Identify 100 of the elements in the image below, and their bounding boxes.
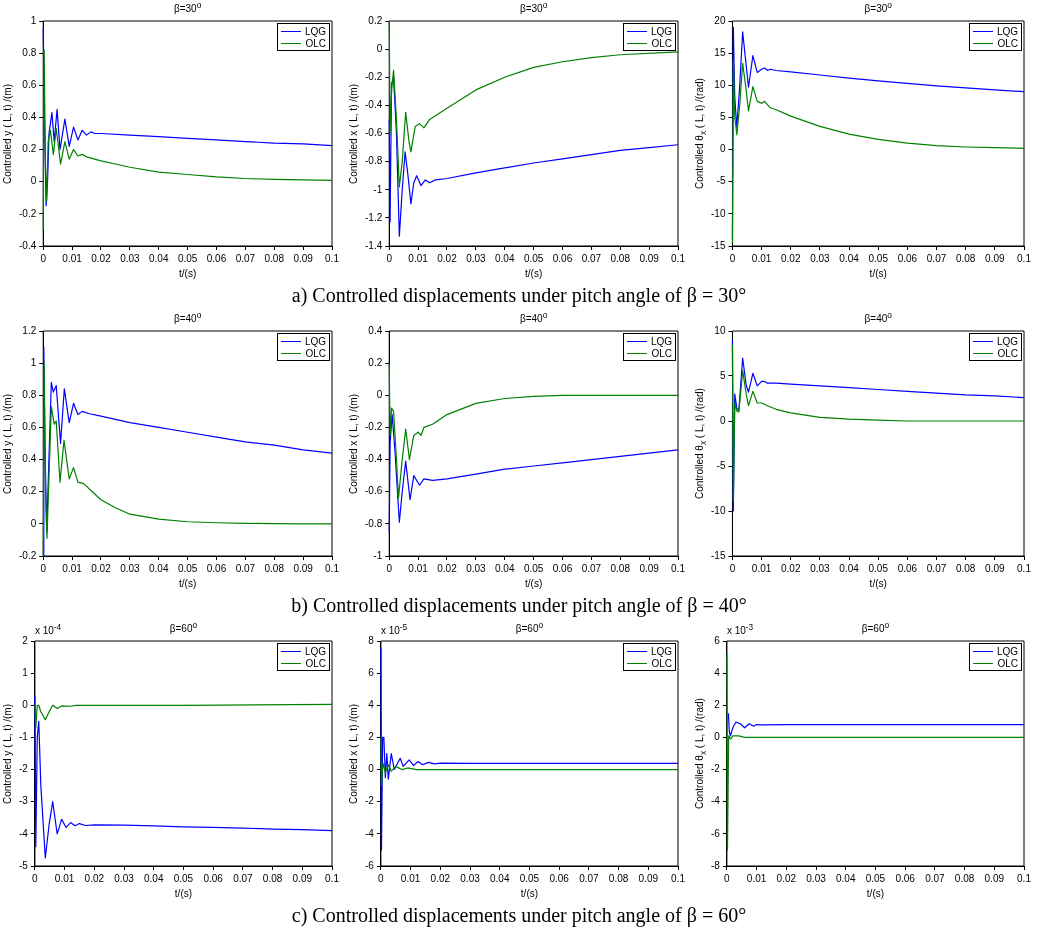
- x-tick-label: 0.03: [806, 872, 827, 884]
- legend-label: LQG: [650, 335, 672, 347]
- y-tick-label: -3: [18, 795, 29, 807]
- x-tick-label: 0: [729, 562, 736, 574]
- y-tick-label: -0.6: [365, 127, 383, 139]
- y-tick-label: -0.4: [365, 453, 383, 465]
- x-tick-label: 0.06: [897, 562, 918, 574]
- x-tick-label: 0.08: [610, 252, 631, 264]
- y-tick-label: 4: [368, 699, 375, 711]
- y-tick-label: -0.2: [365, 71, 383, 82]
- y-tick-label: -0.6: [365, 485, 383, 497]
- y-axis-title: Controlled y ( L, t) /(m): [2, 82, 13, 186]
- x-tick-label: 0.08: [608, 872, 629, 884]
- text: a) Controlled displacements under pitch angle of β = 30°: [290, 283, 748, 309]
- x-tick-label: 0.06: [206, 252, 227, 264]
- x-tick-label: 0.08: [264, 562, 285, 574]
- x-tick-label: 0.09: [985, 562, 1006, 574]
- legend-label: OLC: [997, 347, 1018, 359]
- x-tick-label: 0.04: [149, 252, 169, 264]
- x-axis-title: t/(s): [866, 888, 885, 899]
- x-tick-label: 0.04: [144, 872, 164, 884]
- legend-label: LQG: [304, 335, 326, 347]
- y-tick-label: 15: [714, 46, 726, 58]
- y-tick-label: 10: [714, 79, 726, 91]
- y-axis-title: Controlled x ( L, t) /(m): [348, 392, 359, 496]
- y-axis-title: Controlled y ( L, t) /(m): [2, 392, 13, 496]
- chart-title: β=30$^{o}$: [519, 0, 548, 15]
- text: b) Controlled displacements under pitch angle of β = 40°: [290, 593, 748, 619]
- y-tick-label: -0.8: [365, 155, 383, 167]
- chart-title: β=60$^{o}$: [515, 620, 544, 635]
- chart-title: β=40$^{o}$: [173, 310, 202, 325]
- y-tick-label: -4: [710, 795, 721, 807]
- x-tick-label: 0.01: [751, 562, 772, 574]
- legend-label: OLC: [997, 37, 1018, 49]
- x-tick-label: 0.01: [54, 872, 75, 884]
- x-tick-label: 0.01: [751, 252, 772, 264]
- y-axis-title: Controlled x ( L, t) /(m): [348, 702, 359, 806]
- y-tick-label: -5: [18, 859, 29, 871]
- x-tick-label: 0.05: [868, 562, 889, 574]
- x-tick-label: 0.06: [552, 562, 573, 574]
- x-tick-label: 0.04: [839, 562, 860, 574]
- x-tick-label: 0.05: [173, 872, 194, 884]
- y-tick-label: -1: [18, 731, 29, 743]
- y-tick-label: -1: [373, 549, 383, 561]
- y-tick-label: 1: [30, 14, 37, 26]
- legend-label: LQG: [996, 645, 1018, 657]
- legend-label: OLC: [997, 657, 1018, 669]
- x-tick-label: 0.04: [495, 252, 515, 264]
- x-tick-label: 0.08: [955, 562, 976, 574]
- y-tick-label: -2: [364, 795, 375, 807]
- y-tick-label: 4: [714, 666, 721, 678]
- x-tick-label: 0.09: [638, 872, 659, 884]
- x-tick-label: 0.1: [671, 562, 686, 574]
- x-tick-label: 0.09: [293, 562, 314, 574]
- legend-label: LQG: [304, 25, 326, 37]
- x-tick-label: 0.01: [400, 872, 421, 884]
- x-tick-label: 0: [386, 252, 393, 264]
- x-tick-label: 0.05: [868, 252, 889, 264]
- x-axis-title: t/(s): [179, 578, 197, 589]
- x-tick-label: 0: [386, 562, 393, 574]
- y-tick-label: 2: [22, 634, 29, 646]
- y-tick-label: 0: [376, 389, 383, 401]
- x-tick-label: 0.09: [293, 252, 314, 264]
- y-tick-label: 0.2: [368, 14, 383, 26]
- legend-label: LQG: [996, 335, 1018, 347]
- chart-title: β=40$^{o}$: [864, 310, 892, 325]
- x-tick-label: 0.1: [325, 252, 340, 264]
- y-tick-label: -10: [711, 504, 726, 516]
- x-tick-label: 0: [40, 562, 47, 574]
- x-axis-title: t/(s): [525, 268, 543, 279]
- y-tick-label: 0: [719, 414, 726, 426]
- y-tick-label: 0: [30, 175, 37, 187]
- x-tick-label: 0.06: [552, 252, 573, 264]
- x-tick-label: 0.04: [149, 562, 169, 574]
- y-tick-label: -6: [364, 859, 375, 871]
- x-tick-label: 0.09: [292, 872, 313, 884]
- y-tick-label: 20: [714, 14, 726, 26]
- x-tick-label: 0.03: [466, 562, 487, 574]
- y-tick-label: -0.2: [19, 549, 37, 561]
- y-tick-label: 0.2: [22, 143, 37, 155]
- y-tick-label: 0.2: [22, 485, 37, 497]
- x-tick-label: 0.02: [781, 562, 801, 574]
- x-tick-label: 0.02: [437, 562, 458, 574]
- x-tick-label: 0.03: [810, 562, 831, 574]
- x-tick-label: 0.07: [925, 872, 946, 884]
- y-tick-label: -0.8: [365, 517, 383, 529]
- x-tick-label: 0.04: [490, 872, 510, 884]
- chart-title: β=60$^{o}$: [169, 620, 198, 635]
- legend-label: OLC: [305, 657, 326, 669]
- y-tick-label: 0.8: [22, 389, 37, 401]
- legend-label: LQG: [650, 645, 672, 657]
- x-tick-label: 0.08: [954, 872, 975, 884]
- x-tick-label: 0.05: [177, 252, 198, 264]
- x-axis-title: t/(s): [869, 578, 887, 589]
- y-axis-title: Controlled y ( L, t) /(m): [2, 702, 13, 806]
- y-tick-label: 0: [368, 763, 375, 775]
- chart-title: β=60$^{o}$: [861, 620, 890, 635]
- x-tick-label: 0.05: [177, 562, 198, 574]
- y-tick-label: 5: [719, 111, 726, 123]
- x-tick-label: 0.08: [610, 562, 631, 574]
